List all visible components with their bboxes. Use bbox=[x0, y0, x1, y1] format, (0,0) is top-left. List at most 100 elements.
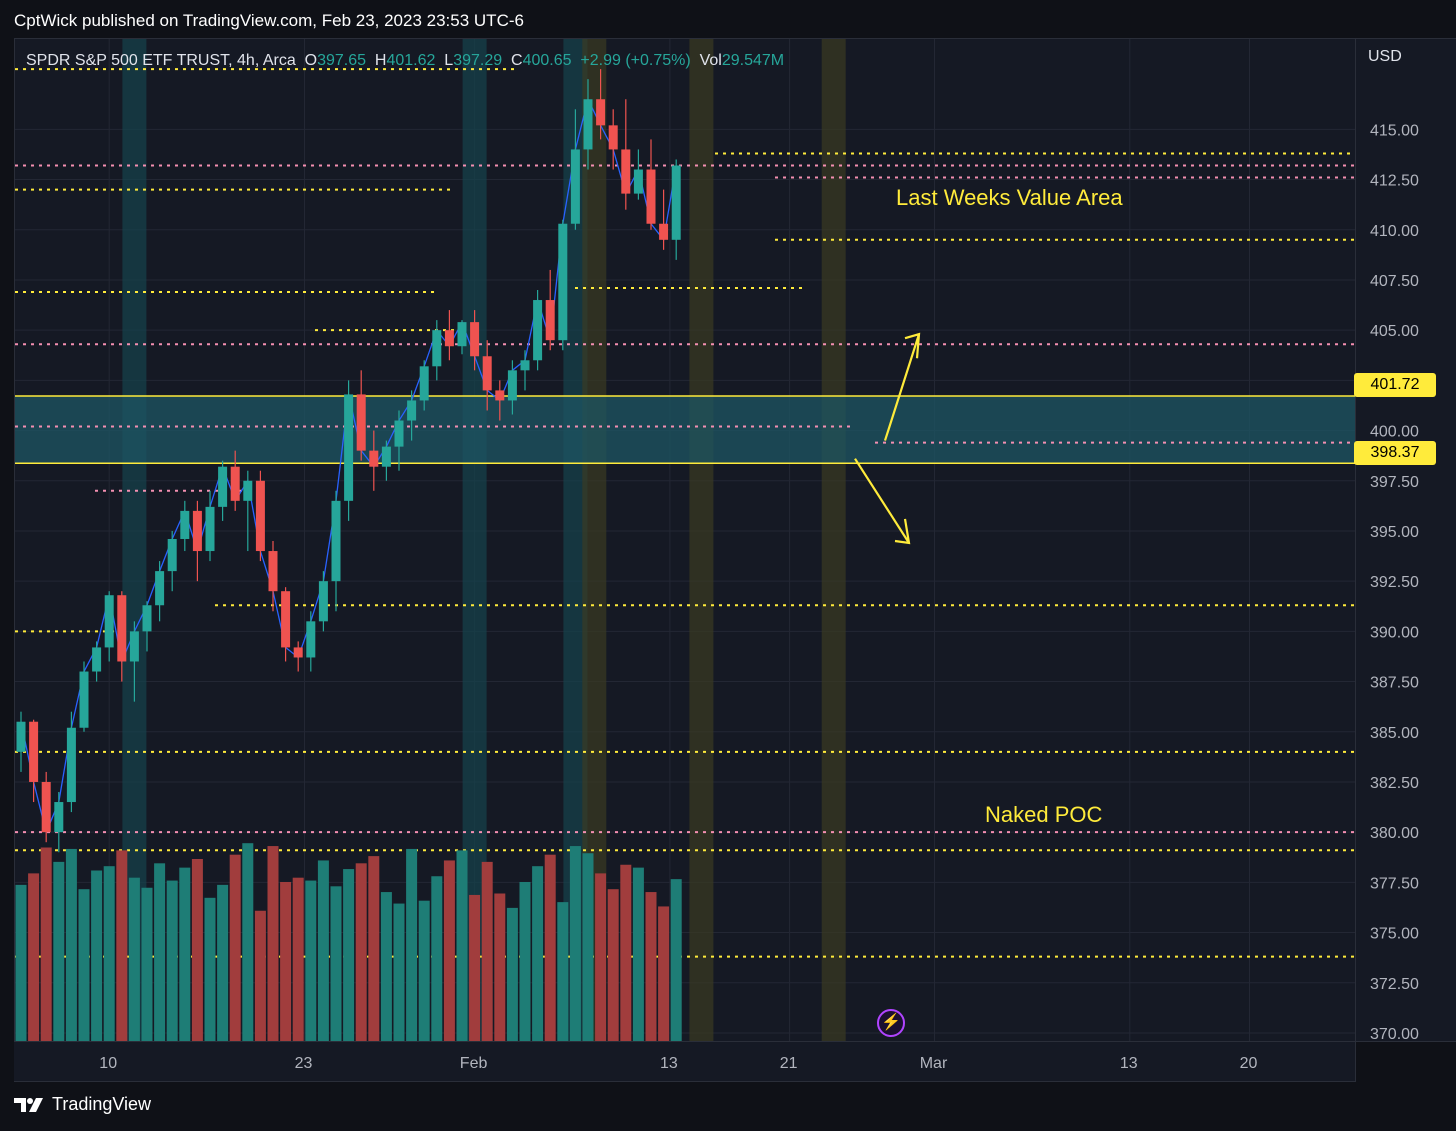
candle-body bbox=[268, 551, 278, 592]
tradingview-logo-icon bbox=[14, 1097, 43, 1112]
volume-bar bbox=[91, 870, 103, 1041]
vol-value: 29.547M bbox=[721, 52, 785, 69]
close-label: C bbox=[511, 52, 523, 69]
price-tick-label: 405.00 bbox=[1370, 323, 1419, 340]
value-area-zone bbox=[15, 396, 1355, 464]
candle-body bbox=[507, 370, 517, 401]
price-tick-label: 397.50 bbox=[1370, 474, 1419, 491]
ohlc-legend: SPDR S&P 500 ETF TRUST, 4h, Arca O397.65… bbox=[26, 52, 784, 70]
price-tick-label: 382.50 bbox=[1370, 775, 1419, 792]
price-tick-label: 385.00 bbox=[1370, 725, 1419, 742]
candle-body bbox=[671, 165, 681, 240]
price-tick-label: 415.00 bbox=[1370, 122, 1419, 139]
volume-bar bbox=[355, 863, 367, 1041]
high-label: H bbox=[374, 52, 387, 69]
volume-bar bbox=[557, 902, 569, 1041]
candle-body bbox=[281, 591, 291, 648]
volume-bar bbox=[78, 889, 90, 1041]
price-tick-label: 392.50 bbox=[1370, 574, 1419, 591]
volume-bar bbox=[330, 886, 342, 1041]
candle-body bbox=[533, 300, 543, 361]
low-label: L bbox=[444, 52, 454, 69]
price-tick-label: 370.00 bbox=[1370, 1026, 1419, 1043]
volume-bar bbox=[658, 906, 670, 1041]
volume-bar bbox=[179, 867, 191, 1041]
volume-bar bbox=[280, 882, 292, 1041]
volume-bar bbox=[65, 848, 77, 1041]
volume-bar bbox=[154, 863, 166, 1041]
candle-body bbox=[29, 721, 39, 782]
candle-body bbox=[142, 605, 152, 632]
candle-body bbox=[394, 420, 404, 447]
volume-bar bbox=[368, 856, 380, 1041]
price-axis-svg: 370.00 372.50 375.00 377.50 380.00 382.50 385.… bbox=[1370, 122, 1419, 1043]
price-tick-label: 390.00 bbox=[1370, 624, 1419, 641]
session-highlight bbox=[689, 39, 714, 1041]
candle-body bbox=[205, 506, 215, 552]
price-tick-label: 407.50 bbox=[1370, 273, 1419, 290]
candle-body bbox=[293, 647, 303, 658]
price-axis[interactable]: 370.00 372.50 375.00 377.50 380.00 382.50 385.… bbox=[1356, 38, 1456, 1043]
candle-body bbox=[180, 510, 190, 539]
candle-body bbox=[482, 356, 492, 391]
value-area-annotation: Last Weeks Value Area bbox=[896, 185, 1123, 210]
volume-bar bbox=[254, 910, 266, 1041]
chart-plot-area[interactable] bbox=[14, 38, 1356, 1042]
candle-body bbox=[583, 99, 593, 150]
low-value: 397.29 bbox=[453, 52, 503, 69]
candle-body bbox=[659, 223, 669, 240]
candle-body bbox=[16, 721, 26, 752]
candle-body bbox=[520, 360, 530, 371]
time-tick-label: 13 bbox=[660, 1055, 678, 1072]
candle-body bbox=[167, 538, 177, 572]
volume-bar bbox=[469, 894, 481, 1041]
candle-body bbox=[344, 394, 354, 501]
naked-poc-annotation: Naked POC bbox=[985, 802, 1103, 827]
candle-body bbox=[621, 149, 631, 194]
volume-bar bbox=[242, 843, 254, 1041]
candle-body bbox=[356, 394, 366, 451]
time-tick-label: 23 bbox=[295, 1055, 313, 1072]
price-tag-upper: 401.72 bbox=[1354, 373, 1436, 397]
tradingview-logo[interactable]: TradingView bbox=[14, 1094, 151, 1115]
volume-bar bbox=[506, 907, 518, 1041]
chart-svg[interactable] bbox=[15, 39, 1356, 1042]
symbol-name[interactable]: SPDR S&P 500 ETF TRUST, 4h, Arca bbox=[26, 52, 296, 69]
time-axis[interactable]: 10 23 Feb 13 21 Mar 13 20 bbox=[14, 1042, 1356, 1082]
candle-body bbox=[558, 223, 568, 341]
candle-body bbox=[646, 169, 656, 224]
candle-body bbox=[457, 322, 467, 347]
time-tick-label: 21 bbox=[780, 1055, 798, 1072]
volume-bar bbox=[116, 850, 128, 1041]
candle-body bbox=[470, 322, 480, 357]
volume-bar bbox=[128, 877, 140, 1041]
volume-bar bbox=[544, 854, 556, 1041]
volume-bar bbox=[431, 876, 443, 1041]
candle-body bbox=[218, 466, 228, 507]
price-tick-label: 412.50 bbox=[1370, 173, 1419, 190]
open-label: O bbox=[304, 52, 318, 69]
volume-bar bbox=[519, 882, 531, 1041]
volume-bar bbox=[15, 884, 27, 1041]
volume-bar bbox=[267, 846, 279, 1041]
volume-bar bbox=[406, 848, 418, 1041]
candle-body bbox=[92, 647, 102, 672]
candle-body bbox=[79, 671, 89, 728]
change-value: +2.99 (+0.75%) bbox=[580, 52, 691, 69]
volume-bar bbox=[53, 861, 65, 1041]
volume-bar bbox=[494, 893, 506, 1041]
time-axis-svg: 10 23 Feb 13 21 Mar 13 20 bbox=[99, 1055, 1257, 1072]
volume-bar bbox=[40, 847, 52, 1041]
volume-bar bbox=[620, 864, 632, 1041]
price-tick-label: 372.50 bbox=[1370, 976, 1419, 993]
candle-body bbox=[633, 169, 643, 194]
candle-body bbox=[41, 781, 51, 833]
candle-body bbox=[331, 500, 341, 582]
volume-bar bbox=[569, 846, 581, 1041]
high-value: 401.62 bbox=[386, 52, 436, 69]
session-highlight bbox=[122, 39, 147, 1041]
price-tag-lower: 398.37 bbox=[1354, 441, 1436, 465]
volume-bar bbox=[456, 850, 468, 1041]
lightning-icon[interactable]: ⚡ bbox=[877, 1009, 905, 1037]
volume-bar bbox=[191, 859, 203, 1041]
